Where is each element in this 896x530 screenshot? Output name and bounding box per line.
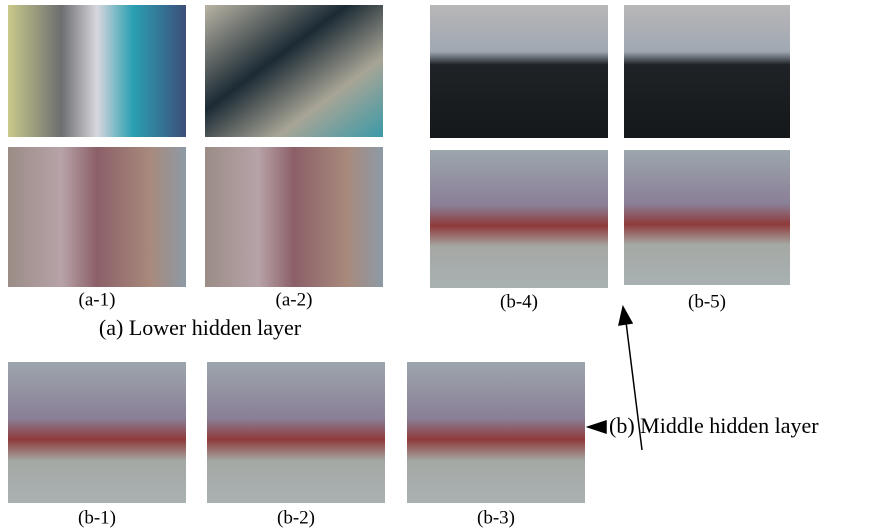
panel-label: (b-2): [277, 507, 315, 528]
feature-map: [8, 362, 186, 503]
figure: (a-1) (a-2) (b-4) (b-5) (b-1) (b-2) (b-3…: [0, 0, 896, 530]
photo: [8, 5, 186, 137]
photo: [430, 5, 608, 138]
feature-map: [207, 362, 385, 503]
feature-map: [624, 150, 790, 285]
photo: [205, 5, 383, 137]
feature-map: [407, 362, 585, 503]
feature-map: [430, 150, 608, 288]
feature-map: [8, 147, 186, 287]
panel-label: (b-3): [477, 507, 515, 528]
feature-map: [205, 147, 383, 287]
panel-label: (a-1): [79, 289, 116, 310]
arrow-head: [619, 307, 632, 325]
caption: (a) Lower hidden layer: [99, 315, 302, 340]
panel-label: (a-2): [276, 289, 313, 310]
photo: [624, 5, 790, 138]
arrow-head: [588, 421, 606, 433]
panel-label: (b-1): [78, 507, 116, 528]
panel-label: (b-5): [688, 291, 726, 312]
panel-label: (b-4): [500, 291, 538, 312]
